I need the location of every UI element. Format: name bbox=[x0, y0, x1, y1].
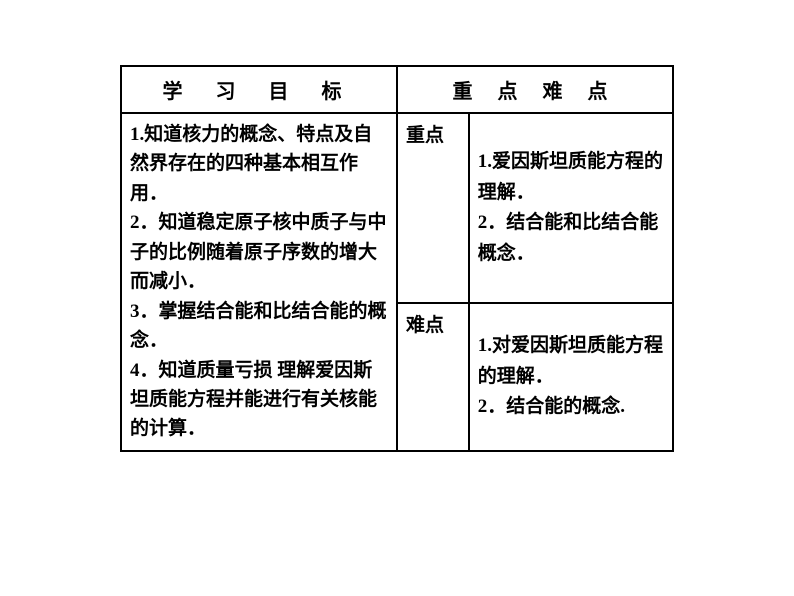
keypoint-label: 重点 bbox=[397, 113, 469, 303]
header-row: 学 习 目 标 重 点 难 点 bbox=[121, 66, 673, 113]
difficulty-label: 难点 bbox=[397, 303, 469, 451]
difficulty-content: 1.对爱因斯坦质能方程的理解． 2．结合能的概念. bbox=[469, 303, 673, 451]
content-row-1: 1.知道核力的概念、特点及自然界存在的四种基本相互作用． 2．知道稳定原子核中质… bbox=[121, 113, 673, 303]
header-objectives: 学 习 目 标 bbox=[121, 66, 397, 113]
objectives-cell: 1.知道核力的概念、特点及自然界存在的四种基本相互作用． 2．知道稳定原子核中质… bbox=[121, 113, 397, 451]
header-keypoints: 重 点 难 点 bbox=[397, 66, 673, 113]
keypoint-content: 1.爱因斯坦质能方程的理解． 2．结合能和比结合能概念． bbox=[469, 113, 673, 303]
learning-table: 学 习 目 标 重 点 难 点 1.知道核力的概念、特点及自然界存在的四种基本相… bbox=[120, 65, 674, 452]
